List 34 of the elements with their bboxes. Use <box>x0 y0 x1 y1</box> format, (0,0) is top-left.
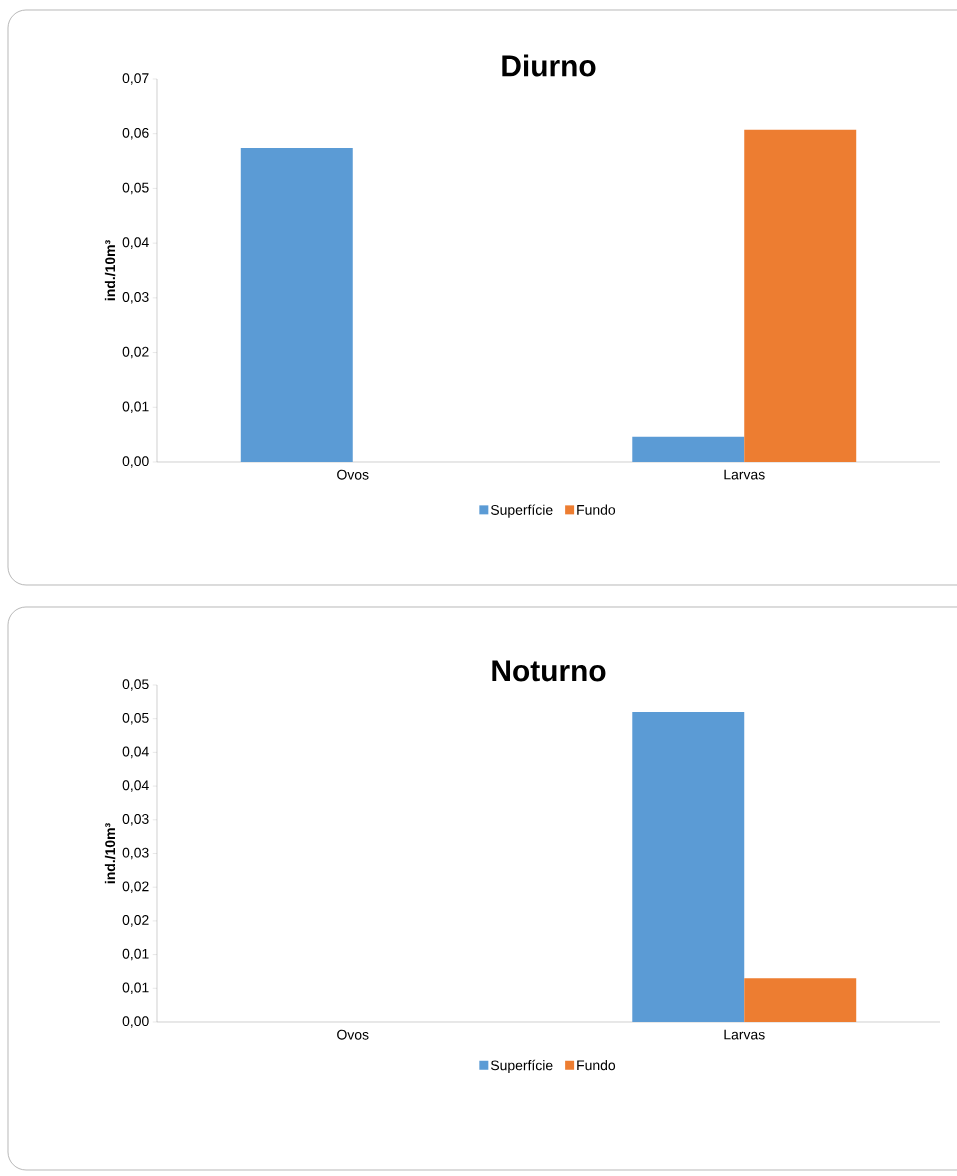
y-tick-label: 0,03 <box>122 847 149 860</box>
legend-label: Superfície <box>490 504 553 518</box>
y-tick-label: 0,00 <box>122 1016 149 1028</box>
chart-title: Diurno <box>502 54 596 77</box>
bar <box>632 436 745 462</box>
bar <box>744 129 857 462</box>
y-tick-label: 0,02 <box>122 346 149 359</box>
bar <box>240 147 353 462</box>
y-tick-label: 0,00 <box>122 456 149 468</box>
y-tick-label: 0,04 <box>122 780 149 792</box>
y-tick-label: 0,05 <box>122 679 149 691</box>
x-tick-label: Ovos <box>337 1029 369 1040</box>
y-tick-label: 0,04 <box>122 746 149 759</box>
y-tick-label: 0,01 <box>122 948 149 961</box>
y-tick-label: 0,03 <box>122 814 149 826</box>
y-axis-title: ind./10m³ <box>104 823 116 884</box>
y-tick-label: 0,02 <box>122 915 149 927</box>
x-tick-label: Larvas <box>724 1029 765 1040</box>
x-tick-label: Larvas <box>724 469 765 480</box>
chart-title: Noturno <box>492 660 606 682</box>
y-tick-label: 0,01 <box>122 982 149 995</box>
y-axis-title: ind./10m³ <box>104 240 116 301</box>
y-tick-label: 0,06 <box>122 127 149 140</box>
y-tick-label: 0,05 <box>122 712 149 725</box>
legend-label: Superfície <box>490 1059 553 1074</box>
x-tick-label: Ovos <box>337 469 369 480</box>
y-tick-label: 0,03 <box>122 292 149 304</box>
y-tick-label: 0,02 <box>122 881 149 893</box>
y-tick-label: 0,04 <box>122 237 149 249</box>
legend-label: Fundo <box>577 504 616 515</box>
y-tick-label: 0,05 <box>122 182 149 195</box>
y-tick-label: 0,01 <box>122 401 149 414</box>
y-tick-label: 0,07 <box>122 73 149 85</box>
legend-label: Fundo <box>577 1059 616 1071</box>
